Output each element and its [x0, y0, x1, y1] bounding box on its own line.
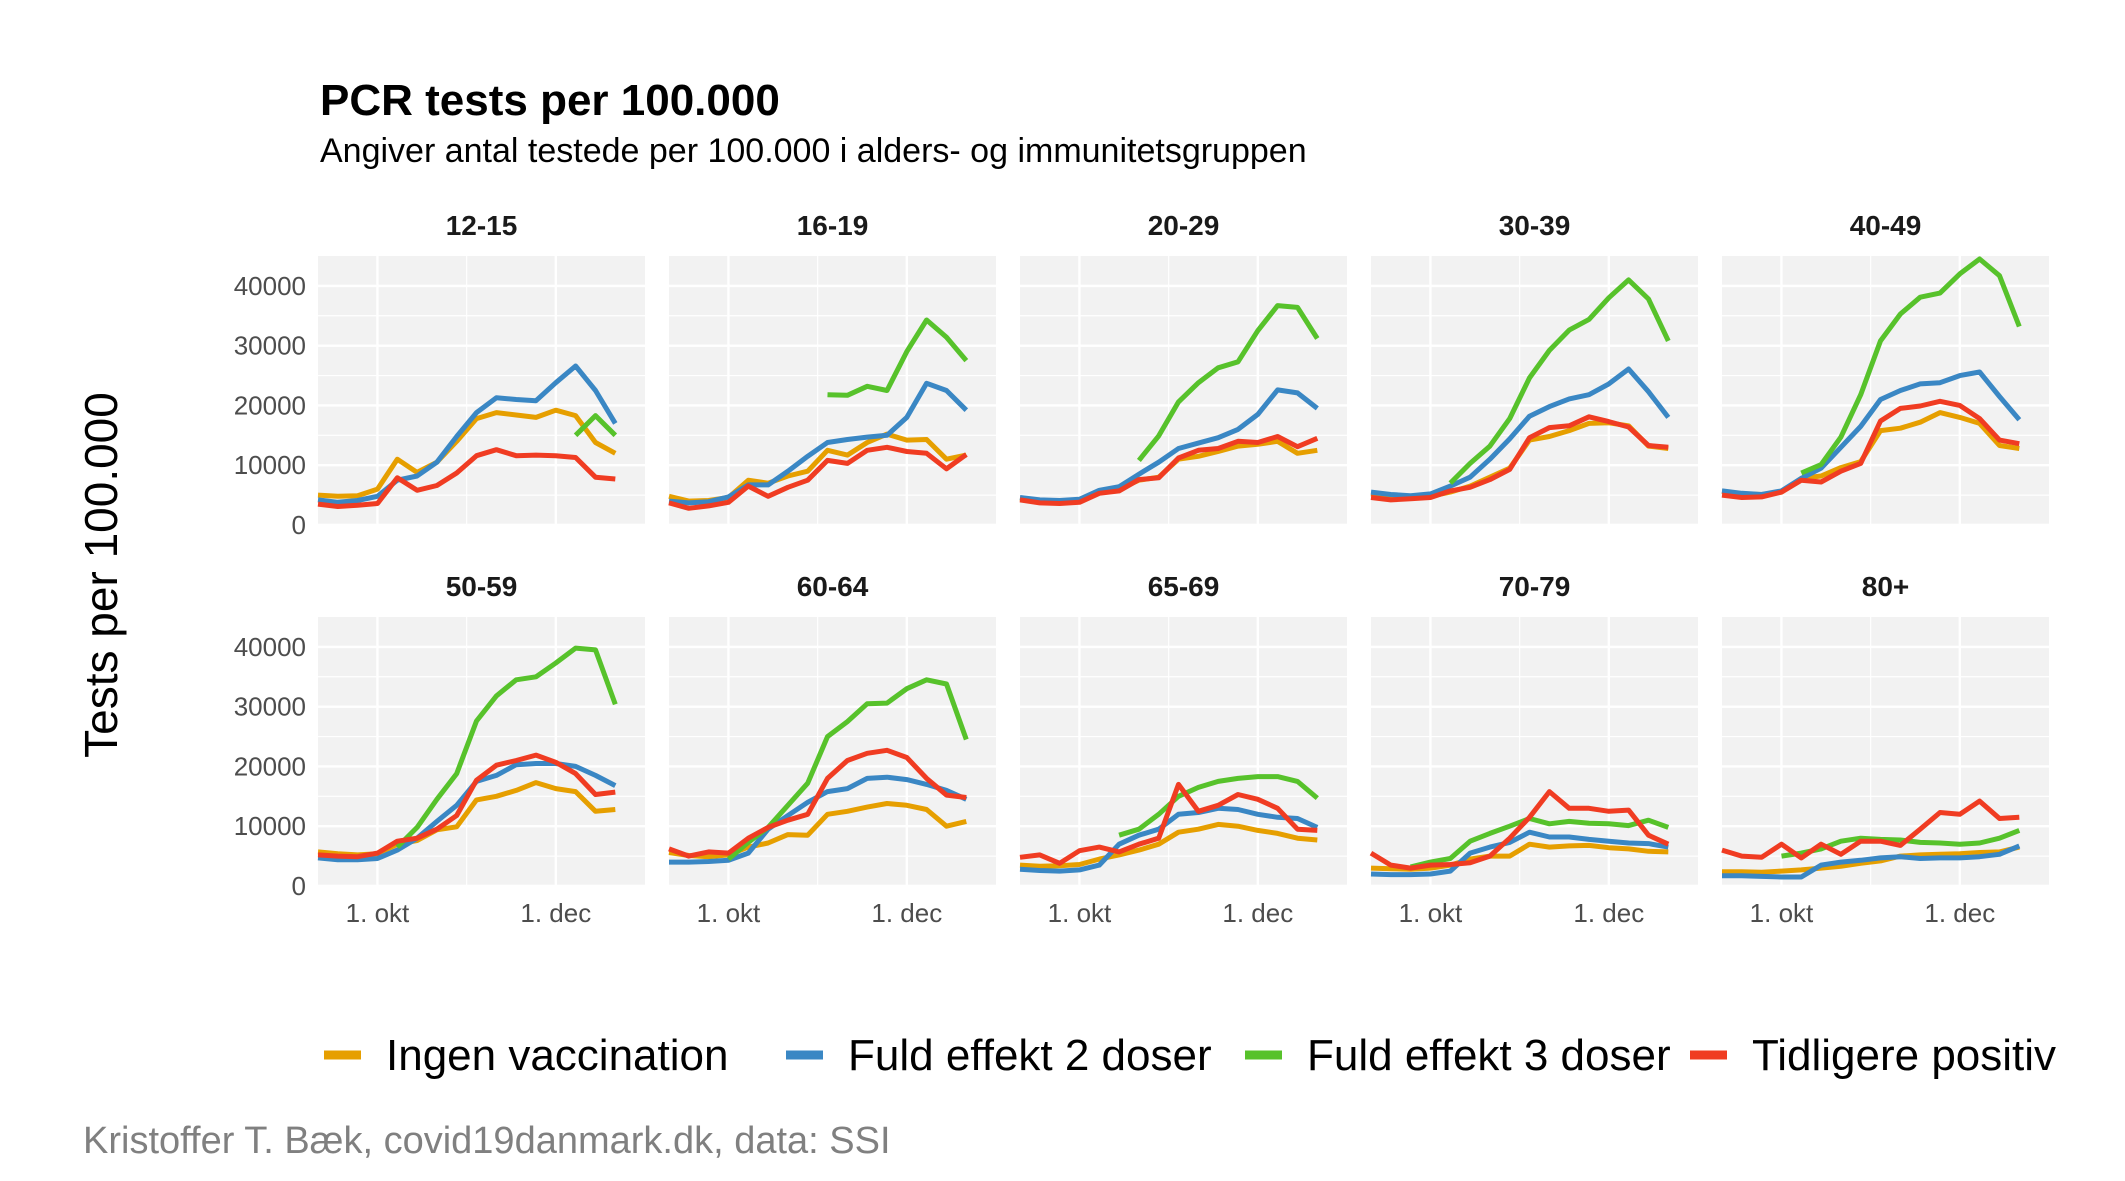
facet-label: 50-59	[446, 571, 518, 602]
x-tick-label: 1. dec	[871, 898, 942, 928]
facet-panel-70-79: 70-79 1. okt 1. dec	[1369, 571, 1698, 928]
y-tick-label: 0	[292, 510, 306, 540]
legend-item-fuld2: Fuld effekt 2 doser	[786, 1031, 1212, 1080]
series-line-fuld3	[1410, 816, 1670, 870]
facet-panel-80+: 80+ 1. okt 1. dec	[1721, 571, 2049, 928]
series-line-ingen	[317, 407, 617, 499]
series-line-fuld3	[1781, 828, 2021, 859]
legend-item-tidl: Tidligere positiv	[1690, 1031, 2056, 1080]
series-line-ingen	[1722, 844, 2020, 875]
legend-label: Ingen vaccination	[386, 1031, 728, 1080]
series-line-fuld3	[395, 645, 618, 849]
x-tick-label: 1. okt	[697, 898, 761, 928]
panel-background	[318, 256, 645, 525]
facet-panel-40-49: 40-49	[1721, 210, 2049, 527]
series-line-ingen	[668, 801, 967, 860]
x-tick-label: 1. dec	[1222, 898, 1293, 928]
series-line-fuld3	[1800, 256, 2022, 476]
chart-title: PCR tests per 100.000	[320, 76, 780, 125]
facet-label: 65-69	[1148, 571, 1220, 602]
facet-panel-65-69: 65-69 1. okt 1. dec	[1019, 571, 1347, 928]
x-tick-label: 1. okt	[1399, 898, 1463, 928]
facet-panels: 12-15 0 10000 20000 30000 40000 16-19 20-29 30-3…	[234, 210, 2049, 928]
x-tick-label: 1. okt	[346, 898, 410, 928]
series-line-fuld2	[1722, 843, 2021, 880]
facet-panel-60-64: 60-64 1. okt 1. dec	[668, 571, 996, 928]
series-line-tidl	[1369, 789, 1670, 871]
x-tick-label: 1. dec	[520, 898, 591, 928]
facet-label: 20-29	[1148, 210, 1220, 241]
legend: Ingen vaccination Fuld effekt 2 doser Fuld…	[324, 1031, 2056, 1080]
facet-label: 16-19	[797, 210, 869, 241]
facet-label: 80+	[1862, 571, 1910, 602]
series-line-fuld2	[317, 363, 618, 505]
series-line-tidl	[1721, 798, 2020, 861]
series-line-fuld3	[573, 413, 618, 438]
panel-background	[669, 617, 996, 886]
series-line-fuld3	[827, 317, 969, 398]
panel-background	[318, 617, 645, 886]
series-line-fuld3	[1136, 303, 1320, 462]
series-line-tidl	[1019, 781, 1318, 866]
series-line-fuld2	[1019, 387, 1319, 503]
series-line-fuld2	[668, 380, 969, 506]
series-line-ingen	[1019, 821, 1318, 869]
panel-background	[1722, 256, 2049, 525]
facet-panel-50-59: 50-59 0 10000 20000 30000 40000 1. okt 1. dec	[234, 571, 645, 928]
chart-caption: Kristoffer T. Bæk, covid19danmark.dk, da…	[83, 1120, 891, 1162]
series-line-tidl	[317, 752, 616, 860]
y-tick-label: 0	[292, 871, 306, 901]
y-tick-label: 20000	[234, 751, 306, 781]
legend-label: Fuld effekt 3 doser	[1307, 1031, 1671, 1080]
series-line-tidl	[1370, 414, 1669, 503]
legend-label: Fuld effekt 2 doser	[848, 1031, 1212, 1080]
legend-label: Tidligere positiv	[1752, 1031, 2056, 1080]
series-line-tidl	[668, 747, 967, 859]
x-tick-label: 1. dec	[1924, 898, 1995, 928]
y-tick-label: 30000	[234, 331, 306, 361]
panel-background	[1371, 256, 1698, 525]
series-line-tidl	[1721, 398, 2020, 500]
legend-item-fuld3: Fuld effekt 3 doser	[1245, 1031, 1671, 1080]
facet-panel-12-15: 12-15 0 10000 20000 30000 40000	[234, 210, 645, 540]
series-line-fuld3	[1118, 774, 1319, 838]
series-line-tidl	[1019, 434, 1319, 506]
y-tick-label: 40000	[234, 632, 306, 662]
series-line-fuld2	[1370, 829, 1669, 878]
series-line-fuld2	[1370, 366, 1671, 499]
chart-subtitle: Angiver antal testede per 100.000 i alde…	[320, 132, 1307, 170]
facet-panel-20-29: 20-29	[1019, 210, 1347, 527]
facet-label: 12-15	[446, 210, 518, 241]
series-line-tidl	[668, 444, 968, 511]
y-tick-label: 10000	[234, 450, 306, 480]
facet-panel-30-39: 30-39	[1370, 210, 1698, 527]
facet-label: 60-64	[797, 571, 869, 602]
series-line-fuld3	[1448, 277, 1671, 485]
facet-panel-16-19: 16-19	[668, 210, 996, 527]
series-line-tidl	[317, 447, 616, 509]
y-tick-label: 10000	[234, 811, 306, 841]
facet-label: 30-39	[1499, 210, 1571, 241]
panel-background	[1722, 617, 2049, 886]
facet-label: 40-49	[1850, 210, 1922, 241]
x-tick-label: 1. dec	[1573, 898, 1644, 928]
x-tick-label: 1. okt	[1048, 898, 1112, 928]
y-tick-label: 20000	[234, 390, 306, 420]
x-tick-label: 1. okt	[1750, 898, 1814, 928]
panel-background	[1020, 617, 1347, 886]
y-tick-label: 30000	[234, 692, 306, 722]
facet-label: 70-79	[1499, 571, 1571, 602]
legend-item-ingen: Ingen vaccination	[324, 1031, 728, 1080]
series-line-fuld2	[1019, 805, 1319, 874]
y-axis-label: Tests per 100.000	[75, 392, 127, 758]
y-tick-label: 40000	[234, 271, 306, 301]
